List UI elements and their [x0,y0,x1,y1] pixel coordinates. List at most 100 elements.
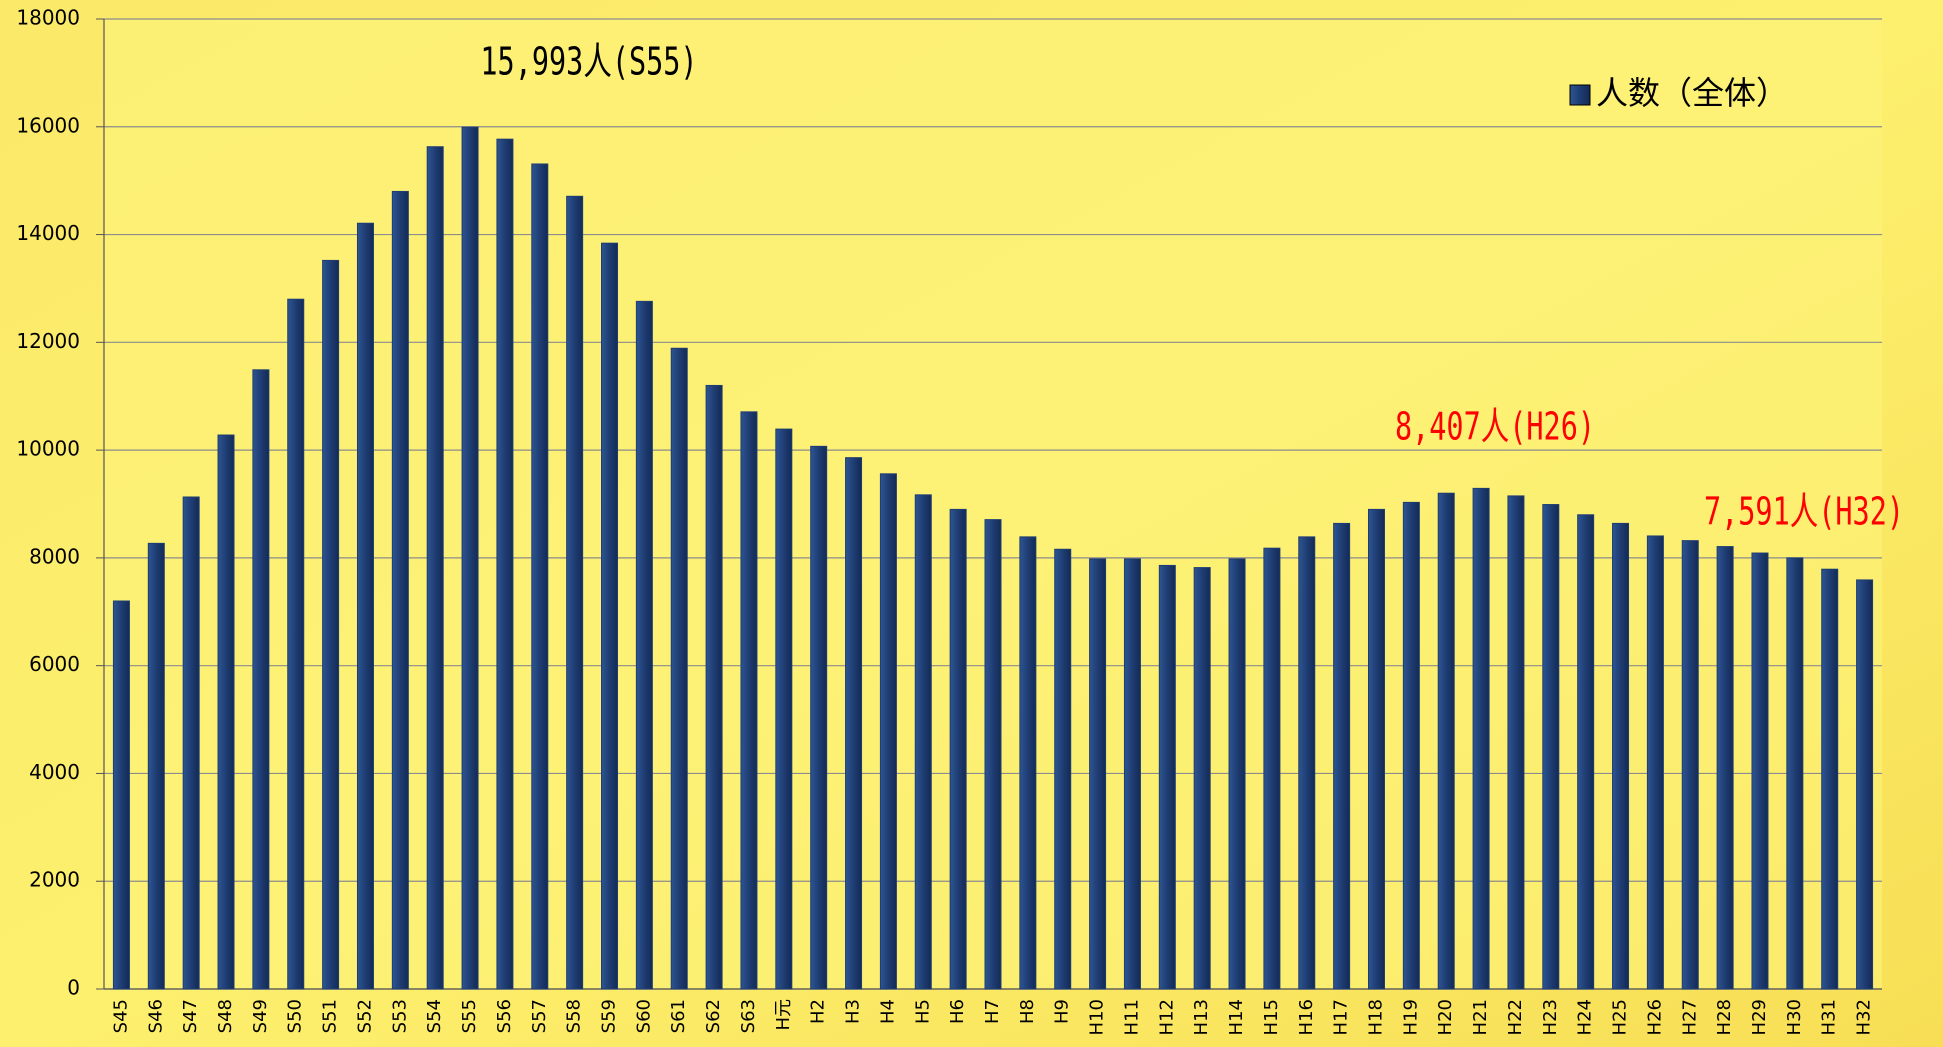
y-tick-label: 6000 [29,652,80,676]
bar [112,600,130,990]
y-tick-label: 14000 [16,221,80,245]
x-tick-label: H7 [982,999,1003,1024]
bar [496,138,514,990]
bar [984,519,1002,990]
x-tick-label: S61 [668,999,689,1033]
bar [845,457,863,990]
x-tick-label: H21 [1470,999,1491,1035]
x-tick-label: H24 [1575,999,1596,1035]
x-tick-label: H2 [808,999,829,1024]
bar [1333,522,1351,990]
bar [356,222,374,990]
x-tick-label: S53 [389,999,410,1033]
y-tick-label: 10000 [16,437,80,461]
x-tick-label: S48 [215,999,236,1033]
bar [1577,514,1595,990]
x-tick-label: S50 [285,999,306,1033]
bar [1402,501,1420,990]
bar [1646,535,1664,990]
x-tick-label: S46 [145,999,166,1033]
bar [949,508,967,990]
x-tick-label: H31 [1819,999,1840,1035]
bar [1158,564,1176,990]
x-tick-label: S49 [250,999,271,1033]
x-tick-label: S63 [738,999,759,1033]
bar [1367,508,1385,990]
bar [1123,558,1141,990]
y-tick-label: 0 [67,976,80,1000]
bar [1716,546,1734,990]
bar [1089,558,1107,990]
x-tick-label: H3 [843,999,864,1024]
y-tick-label: 2000 [29,868,80,892]
x-tick-label: H15 [1261,999,1282,1035]
x-tick-label: H28 [1714,999,1735,1035]
x-tick-label: S56 [494,999,515,1033]
bar [391,190,409,990]
x-tick-label: H11 [1121,999,1142,1035]
y-tick-label: 12000 [16,329,80,353]
bar [252,369,270,990]
bar [740,411,758,990]
x-tick-label: S62 [703,999,724,1033]
annotation: 8,407人(H26) [1395,405,1595,449]
bar [566,195,584,990]
bar [1263,547,1281,990]
x-tick-label: S57 [529,999,550,1033]
x-tick-label: H22 [1505,999,1526,1035]
bar [1786,557,1804,990]
x-tick-label: H6 [947,999,968,1024]
x-tick-label: H18 [1365,999,1386,1035]
x-tick-label: H23 [1540,999,1561,1035]
bar [914,494,932,990]
bar [147,542,165,990]
bar [810,445,828,990]
x-tick-label: H30 [1784,999,1805,1035]
bar [775,428,793,990]
x-tick-label: H20 [1435,999,1456,1035]
x-tick-label: S58 [564,999,585,1033]
x-tick-label: H29 [1749,999,1770,1035]
x-tick-label: S59 [599,999,620,1033]
bar [635,300,653,990]
x-tick-label: S60 [633,999,654,1033]
bar [426,146,444,990]
bar [601,242,619,990]
y-tick-label: 4000 [29,760,80,784]
bar [182,496,200,990]
y-tick-label: 16000 [16,113,80,137]
x-tick-label: S52 [354,999,375,1033]
x-tick-label: H19 [1400,999,1421,1035]
x-tick-label: S55 [459,999,480,1033]
bar [1821,568,1839,990]
x-tick-label: H12 [1156,999,1177,1035]
bar [1612,522,1630,990]
bar [1054,548,1072,990]
legend-swatch [1569,84,1591,106]
x-tick-label: S45 [110,999,131,1033]
x-tick-label: S51 [320,999,341,1033]
annotation: 15,993人(S55) [480,40,697,84]
bar [1681,540,1699,990]
bar [1437,492,1455,990]
x-tick-label: H25 [1610,999,1631,1035]
bar [1019,536,1037,990]
x-tick-label: H14 [1226,999,1247,1035]
bar [1751,552,1769,990]
x-tick-label: H32 [1854,999,1875,1035]
x-tick-label: H5 [912,999,933,1024]
bar [1507,495,1525,990]
bar [670,347,688,990]
x-tick-label: H16 [1296,999,1317,1035]
bar [217,434,235,990]
x-tick-label: S47 [180,999,201,1033]
bar [705,384,723,990]
bar [1298,536,1316,990]
x-tick-label: H17 [1331,999,1352,1035]
bar [531,163,549,990]
x-tick-label: H10 [1087,999,1108,1035]
x-tick-label: H9 [1052,999,1073,1024]
bar [1228,558,1246,990]
bar [1193,567,1211,990]
bar [322,259,340,990]
